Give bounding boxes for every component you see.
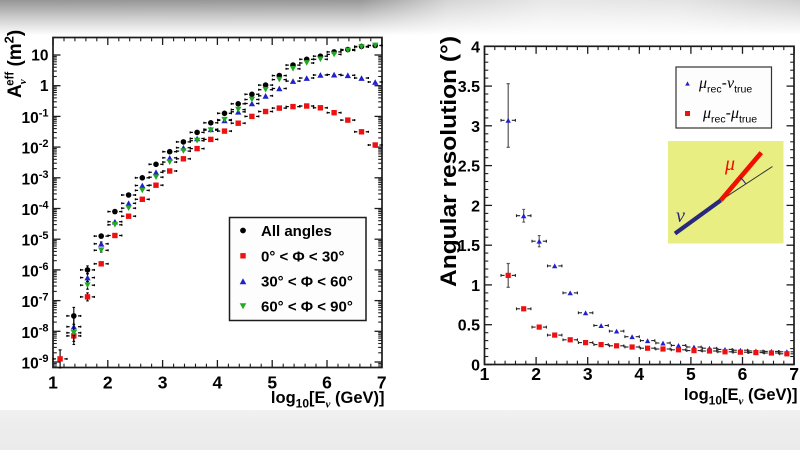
svg-text:μ: μ [724, 153, 735, 175]
svg-text:3: 3 [158, 373, 168, 393]
svg-text:log10[Eν (GeV)]: log10[Eν (GeV)] [684, 386, 798, 408]
svg-text:60° < Φ < 90°: 60° < Φ < 90° [261, 299, 353, 316]
svg-text:4: 4 [471, 39, 480, 56]
svg-text:6: 6 [738, 364, 748, 384]
svg-text:2: 2 [103, 373, 113, 393]
svg-text:0.5: 0.5 [458, 318, 480, 335]
svg-text:2: 2 [471, 198, 480, 215]
svg-text:Aνeff (m2): Aνeff (m2) [2, 30, 30, 98]
svg-text:7: 7 [789, 364, 799, 384]
svg-text:1: 1 [40, 78, 49, 95]
svg-text:2.5: 2.5 [458, 159, 480, 176]
svg-text:0: 0 [471, 358, 480, 375]
svg-text:10: 10 [31, 48, 48, 65]
svg-text:3: 3 [471, 119, 480, 136]
svg-text:1: 1 [48, 373, 58, 393]
svg-text:1: 1 [480, 364, 490, 384]
svg-text:1: 1 [471, 278, 480, 295]
svg-text:6: 6 [322, 373, 332, 393]
svg-text:4: 4 [634, 364, 644, 384]
svg-text:30° < Φ < 60°: 30° < Φ < 60° [261, 274, 353, 291]
svg-text:4: 4 [213, 373, 223, 393]
svg-text:5: 5 [686, 364, 696, 384]
svg-text:1.5: 1.5 [458, 238, 480, 255]
svg-text:3.5: 3.5 [458, 79, 480, 96]
svg-text:0° < Φ < 30°: 0° < Φ < 30° [261, 248, 345, 265]
svg-text:5: 5 [267, 373, 277, 393]
svg-text:3: 3 [583, 364, 593, 384]
svg-text:Angular resolution (°): Angular resolution (°) [436, 36, 461, 287]
svg-text:7: 7 [377, 373, 387, 393]
svg-text:2: 2 [531, 364, 541, 384]
svg-text:All angles: All angles [261, 223, 332, 240]
svg-text:ν: ν [676, 205, 685, 227]
